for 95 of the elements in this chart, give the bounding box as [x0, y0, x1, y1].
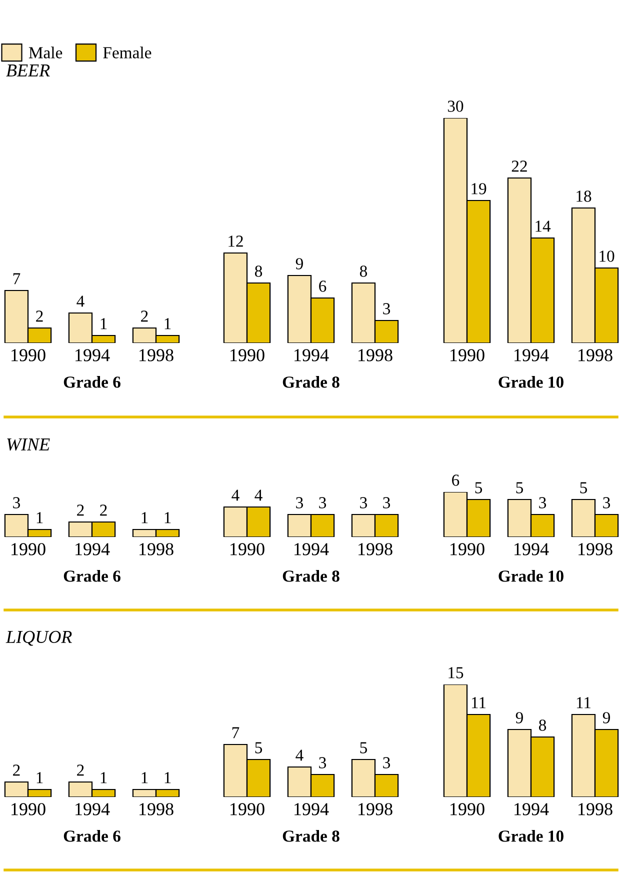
- data-label: 3: [319, 757, 326, 768]
- data-label: 8: [360, 266, 368, 277]
- data-label: 11: [576, 697, 590, 708]
- x-axis-title: Grade 10: [498, 570, 564, 582]
- x-tick-label: 1998: [140, 543, 174, 556]
- x-tick-label: 1998: [140, 803, 174, 816]
- data-label: 4: [76, 296, 84, 307]
- x-tick-label: 1990: [450, 349, 484, 362]
- data-label: 3: [296, 497, 303, 508]
- x-tick-label: 1990: [230, 803, 264, 816]
- x-axis-title: Grade 6: [64, 570, 120, 582]
- data-label: 8: [254, 266, 262, 277]
- x-tick-label: 1994: [76, 349, 110, 362]
- data-label: 3: [383, 757, 390, 768]
- x-tick-label: 1990: [450, 803, 484, 816]
- data-label: 1: [142, 512, 148, 524]
- data-label: 3: [319, 497, 326, 508]
- x-tick-label: 1990: [12, 803, 46, 816]
- x-tick-label: 1994: [76, 803, 110, 816]
- x-tick-label: 1990: [12, 349, 46, 362]
- data-label: 2: [36, 310, 43, 322]
- x-tick-label: 1994: [514, 803, 549, 816]
- x-tick-label: 1994: [294, 349, 329, 362]
- x-axis-title: Grade 8: [282, 570, 340, 582]
- data-label: 15: [448, 667, 464, 678]
- data-label: 18: [576, 190, 592, 202]
- data-label: 1: [164, 512, 171, 524]
- chart-title: WINE: [7, 438, 50, 451]
- x-tick-label: 1998: [358, 803, 392, 816]
- x-tick-label: 1994: [294, 543, 329, 556]
- x-tick-label: 1994: [76, 543, 110, 556]
- data-label: 9: [296, 258, 303, 270]
- x-tick-label: 1994: [514, 543, 549, 556]
- legend-label: Male: [28, 46, 62, 58]
- data-label: 5: [475, 482, 482, 494]
- x-tick-label: 1998: [140, 349, 174, 362]
- data-label: 22: [512, 160, 527, 172]
- legend-label: Female: [103, 46, 152, 58]
- x-axis-title: Grade 8: [282, 376, 340, 388]
- data-label: 14: [536, 220, 551, 232]
- x-tick-label: 1990: [450, 543, 484, 556]
- data-label: 5: [255, 742, 262, 754]
- chart-title: BEER: [6, 64, 50, 76]
- data-label: 1: [164, 772, 171, 784]
- data-label: 7: [232, 727, 240, 738]
- data-label: 4: [232, 490, 240, 501]
- data-label: 1: [142, 772, 148, 784]
- x-axis-title: Grade 8: [282, 830, 340, 842]
- x-axis-title: Grade 10: [498, 830, 564, 842]
- data-label: 4: [296, 750, 304, 761]
- x-axis-title: Grade 10: [498, 376, 564, 388]
- x-tick-label: 1990: [230, 543, 264, 556]
- data-label: 1: [164, 318, 171, 330]
- data-label: 4: [254, 490, 262, 501]
- data-label: 19: [472, 183, 486, 194]
- data-label: 2: [100, 504, 107, 516]
- data-label: 7: [13, 273, 20, 284]
- data-label: 5: [360, 742, 367, 754]
- data-label: 3: [603, 497, 610, 508]
- data-label: 3: [383, 497, 390, 508]
- data-label: 1: [36, 772, 43, 784]
- data-label: 3: [383, 303, 390, 314]
- x-tick-label: 1998: [578, 543, 612, 556]
- data-label: 1: [100, 318, 107, 330]
- data-label: 9: [516, 712, 523, 724]
- x-tick-label: 1990: [12, 543, 46, 556]
- data-label: 9: [602, 712, 610, 724]
- data-label: 2: [77, 764, 84, 776]
- data-label: 3: [13, 497, 20, 508]
- x-axis-title: Grade 6: [64, 376, 120, 388]
- data-label: 8: [538, 720, 546, 731]
- data-label: 30: [448, 100, 464, 112]
- x-tick-label: 1998: [358, 349, 392, 362]
- data-label: 2: [141, 310, 148, 322]
- data-label: 12: [228, 236, 243, 247]
- data-label: 10: [600, 250, 614, 262]
- data-label: 5: [580, 482, 587, 494]
- x-tick-label: 1998: [358, 543, 392, 556]
- data-label: 2: [13, 764, 20, 776]
- x-axis-title: Grade 6: [64, 830, 120, 842]
- data-label: 5: [516, 482, 523, 494]
- data-label: 2: [77, 504, 84, 516]
- data-label: 3: [539, 497, 546, 508]
- data-label: 1: [36, 512, 43, 524]
- chart-title: LIQUOR: [6, 630, 72, 646]
- data-label: 1: [100, 772, 107, 784]
- x-tick-label: 1998: [578, 349, 612, 362]
- x-tick-label: 1990: [230, 349, 264, 362]
- data-label: 6: [319, 280, 326, 292]
- data-label: 6: [452, 474, 460, 486]
- x-tick-label: 1994: [294, 803, 329, 816]
- x-tick-label: 1994: [514, 349, 549, 362]
- data-label: 3: [360, 497, 367, 508]
- data-label: 11: [472, 697, 486, 708]
- x-tick-label: 1998: [578, 803, 612, 816]
